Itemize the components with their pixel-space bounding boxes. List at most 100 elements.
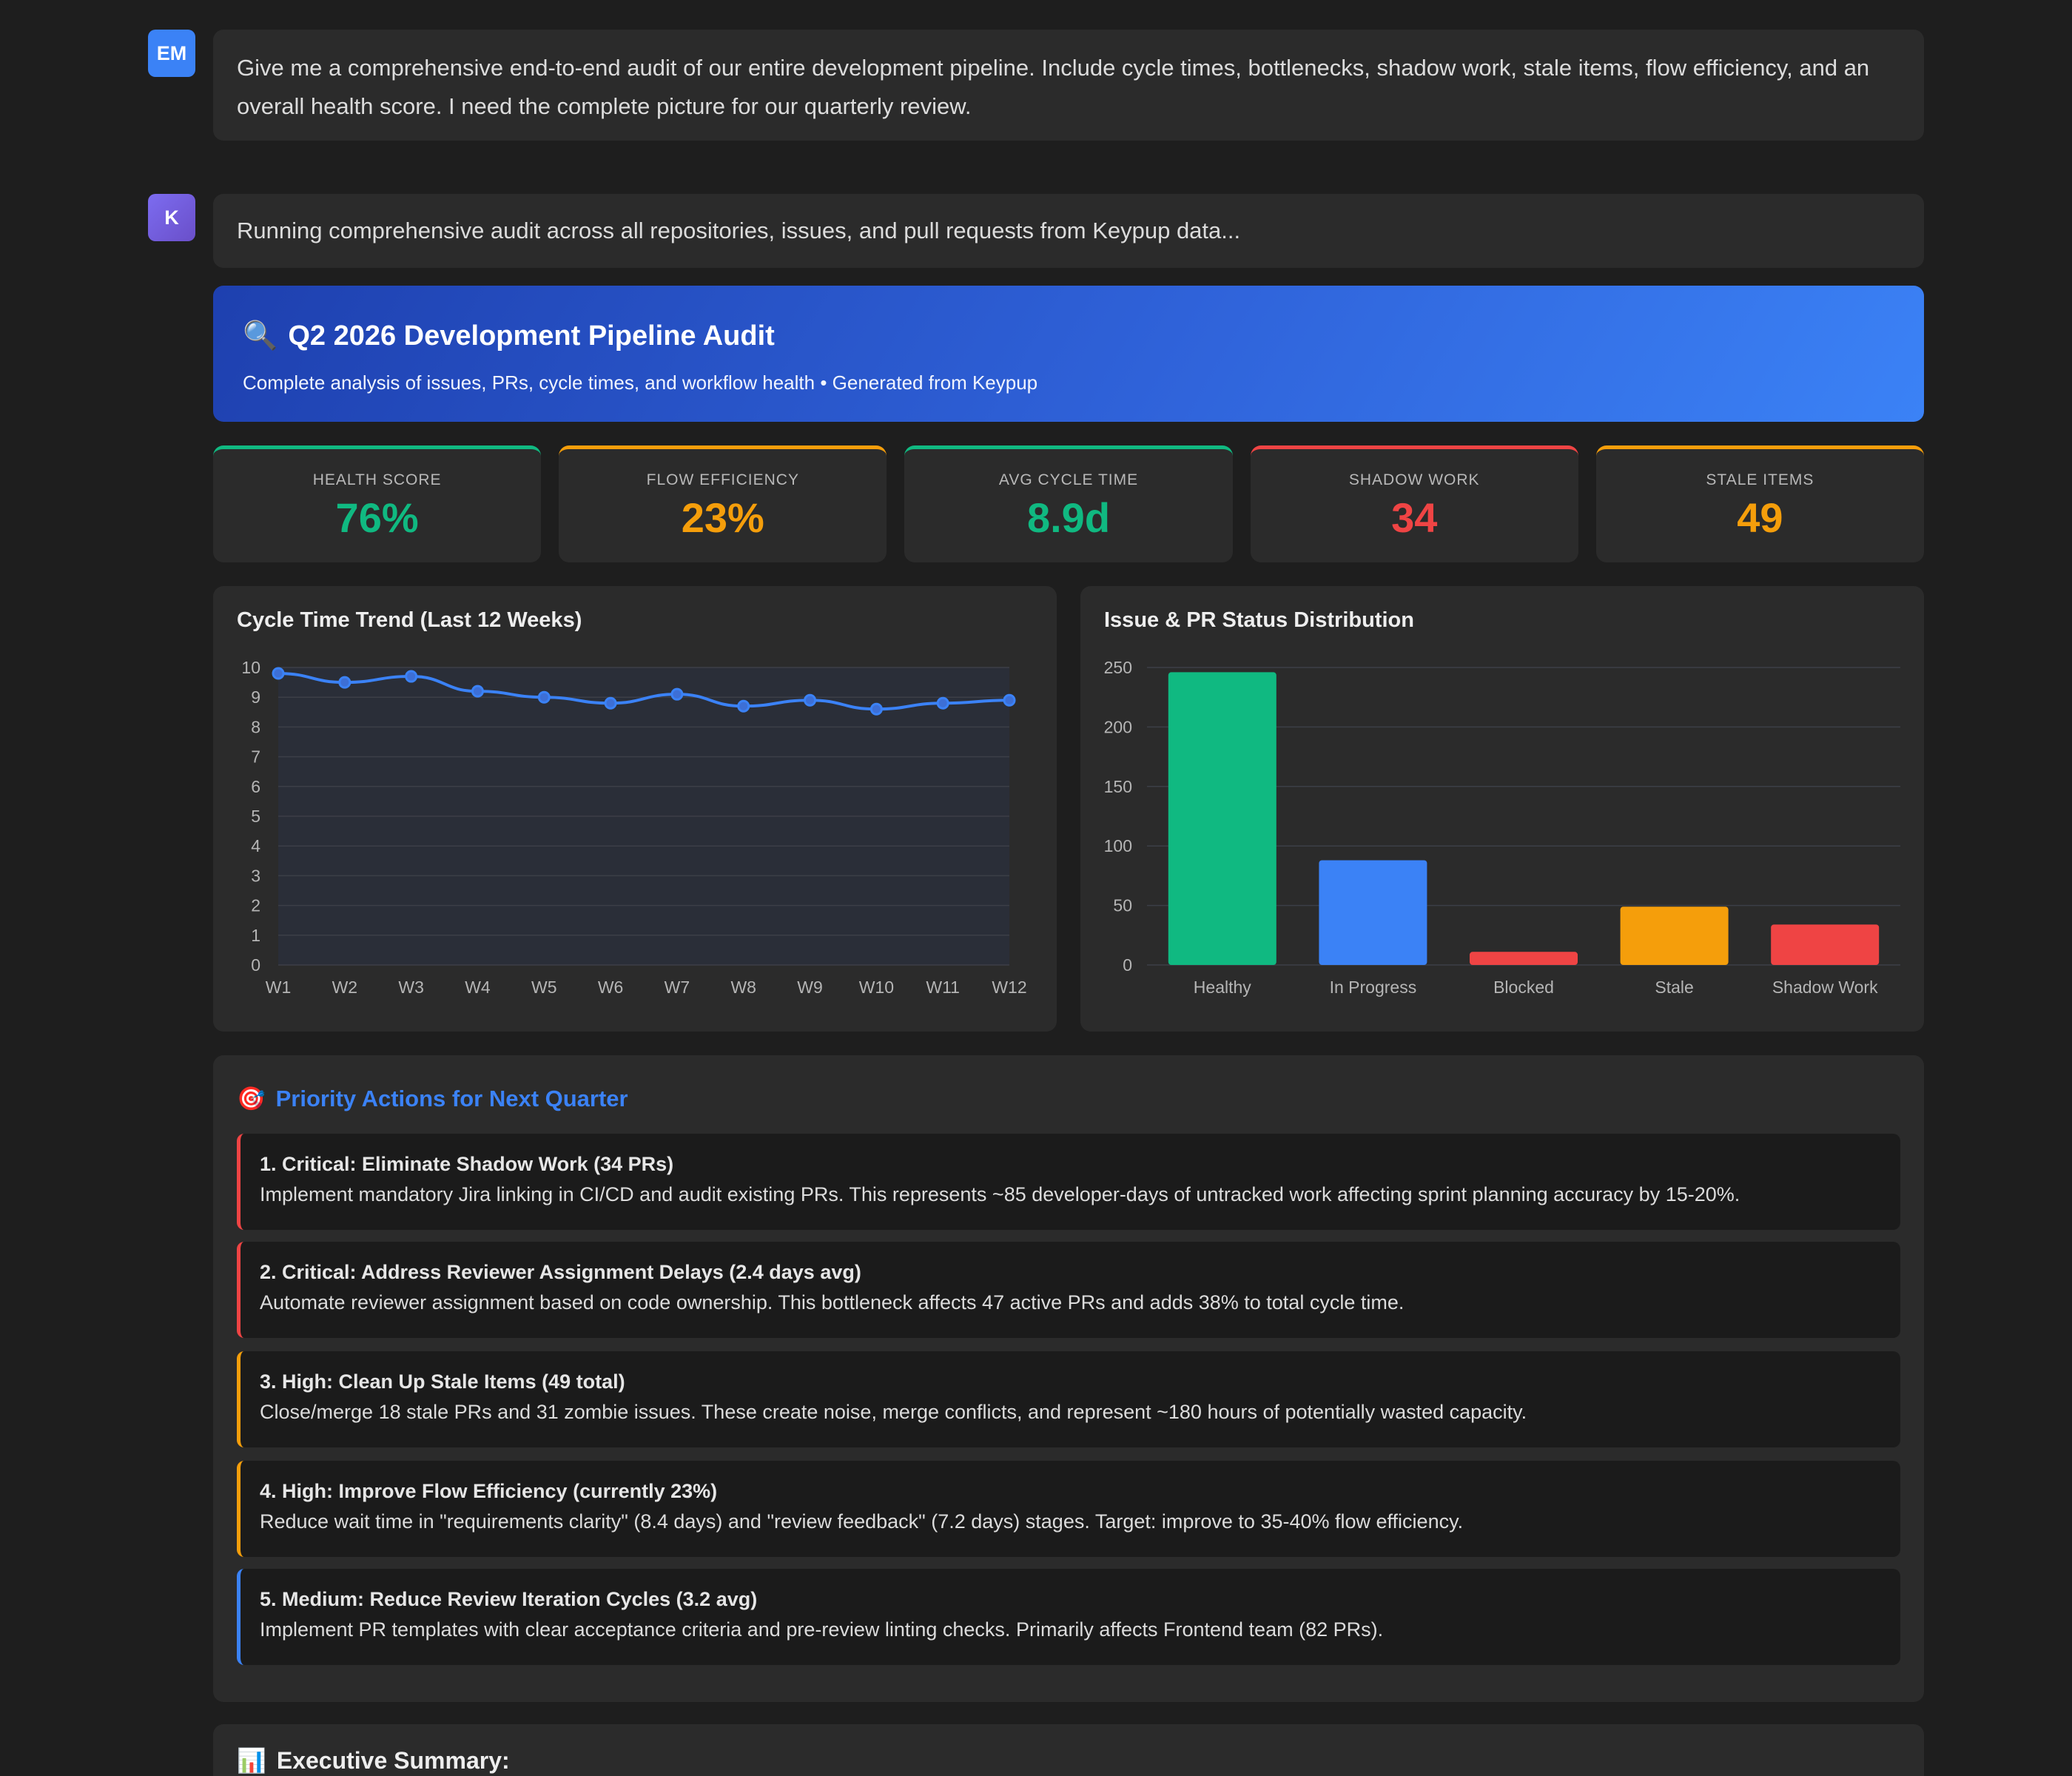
action-text: Implement PR templates with clear accept… [260,1618,1384,1641]
data-point [405,670,418,683]
kpi-value: 76% [335,494,419,541]
priority-actions-header: 🎯 Priority Actions for Next Quarter [237,1085,628,1112]
assistant-message: Running comprehensive audit across all r… [213,194,1924,268]
y-tick-label: 3 [251,866,260,885]
kpi-value: 23% [681,494,764,541]
audit-subtitle: Complete analysis of issues, PRs, cycle … [243,371,1038,394]
x-tick-label: W2 [332,978,358,997]
y-tick-label: 1 [251,926,260,945]
chart-title: Issue & PR Status Distribution [1104,608,1414,632]
data-point [737,699,750,713]
x-tick-label: Stale [1655,978,1693,997]
data-point [471,684,484,698]
x-tick-label: In Progress [1330,978,1417,997]
chart-title: Cycle Time Trend (Last 12 Weeks) [237,608,582,632]
executive-summary-title: Executive Summary: [276,1746,510,1774]
bar [1168,672,1276,965]
x-tick-label: W6 [598,978,624,997]
x-tick-label: W10 [859,978,894,997]
kpi-card-stale-items: STALE ITEMS 49 [1595,445,1925,562]
data-point [870,702,883,716]
status-distribution-bar-chart: 0 50 100 150 200 250 Healthy In Progress Blocked… [1104,658,1900,997]
x-tick-label: W12 [992,978,1026,997]
action-text: Close/merge 18 stale PRs and 31 zombie i… [260,1401,1527,1423]
executive-summary-header: 📊 Executive Summary: [237,1746,510,1775]
cycle-time-line-chart: 0 1 2 3 4 5 6 7 8 9 10 W1 W2 W3 W4 W5 W6 W7 W8 W9 W10 W11 W12 [241,658,1026,997]
y-tick-label: 5 [251,807,260,826]
data-point [604,696,617,710]
target-icon: 🎯 [237,1086,266,1111]
kpi-card-shadow-work: SHADOW WORK 34 [1250,445,1578,562]
kpi-label: AVG CYCLE TIME [998,471,1139,488]
x-tick-label: W11 [926,978,960,997]
x-tick-label: Blocked [1493,978,1554,997]
kpi-label: HEALTH SCORE [312,471,442,488]
audit-title-row: 🔍 Q2 2026 Development Pipeline Audit [243,320,1894,352]
x-tick-label: W5 [531,978,557,997]
action-title: 2. Critical: Address Reviewer Assignment… [260,1261,861,1283]
bar [1319,860,1427,965]
y-tick-label: 150 [1104,777,1132,796]
x-tick-label: W3 [398,978,424,997]
action-item: 2. Critical: Address Reviewer Assignment… [237,1242,1900,1338]
kpi-label: STALE ITEMS [1706,471,1814,488]
priority-actions-title: Priority Actions for Next Quarter [275,1085,628,1111]
bar-chart-icon: 📊 [237,1747,266,1774]
y-tick-label: 9 [251,687,260,707]
bar [1771,924,1880,965]
y-tick-label: 4 [251,836,260,855]
kpi-value: 34 [1391,494,1438,541]
action-text: Reduce wait time in "requirements clarit… [260,1510,1464,1533]
user-message: Give me a comprehensive end-to-end audit… [213,30,1924,141]
kpi-row: HEALTH SCORE 76% FLOW EFFICIENCY 23% AVG… [213,445,1925,562]
y-tick-label: 6 [251,777,260,796]
y-tick-label: 200 [1104,717,1132,736]
data-point [272,667,285,680]
x-tick-label: W4 [465,978,491,997]
data-point [1003,693,1016,707]
data-point [670,687,684,701]
y-tick-label: 8 [251,717,260,736]
y-tick-label: 50 [1113,896,1132,915]
y-tick-label: 10 [241,658,260,677]
y-tick-label: 2 [251,896,260,915]
kpi-value: 8.9d [1026,494,1111,541]
action-item: 4. High: Improve Flow Efficiency (curren… [237,1461,1900,1557]
kpi-value: 49 [1737,494,1783,541]
executive-summary-panel: 📊 Executive Summary: [213,1724,1924,1776]
x-tick-label: Healthy [1194,978,1251,997]
y-tick-label: 100 [1104,836,1132,855]
action-text: Automate reviewer assignment based on co… [260,1291,1405,1314]
x-tick-label: Shadow Work [1772,978,1878,997]
action-title: 4. High: Improve Flow Efficiency (curren… [260,1480,718,1502]
action-title: 5. Medium: Reduce Review Iteration Cycle… [260,1588,758,1610]
x-tick-label: W7 [665,978,690,997]
priority-actions-panel: 🎯 Priority Actions for Next Quarter 1. C… [213,1055,1924,1702]
magnifier-icon: 🔍 [243,320,278,352]
y-tick-label: 250 [1104,658,1132,677]
y-tick-label: 7 [251,747,260,767]
cycle-time-chart-panel: Cycle Time Trend (Last 12 Weeks) 0 1 2 3 4 5 6… [213,586,1057,1032]
action-item: 3. High: Clean Up Stale Items (49 total)… [237,1351,1900,1447]
kpi-card-flow-efficiency: FLOW EFFICIENCY 23% [559,445,887,562]
status-distribution-chart-panel: Issue & PR Status Distribution 0 50 100 150… [1080,586,1924,1032]
action-title: 3. High: Clean Up Stale Items (49 total) [260,1370,625,1393]
kpi-label: FLOW EFFICIENCY [646,471,799,488]
y-tick-label: 0 [251,955,260,975]
y-tick-label: 0 [1123,955,1132,975]
action-item: 1. Critical: Eliminate Shadow Work (34 P… [237,1134,1900,1230]
bar [1470,952,1578,965]
x-tick-label: W1 [266,978,292,997]
x-tick-label: W9 [797,978,823,997]
audit-header-banner: 🔍 Q2 2026 Development Pipeline Audit Com… [213,286,1924,422]
action-item: 5. Medium: Reduce Review Iteration Cycle… [237,1569,1900,1665]
kpi-card-avg-cycle-time: AVG CYCLE TIME 8.9d [904,445,1233,562]
user-avatar: EM [148,30,195,77]
kpi-label: SHADOW WORK [1348,471,1480,488]
bar [1620,906,1729,965]
kpi-card-health-score: HEALTH SCORE 76% [213,445,542,562]
action-title: 1. Critical: Eliminate Shadow Work (34 P… [260,1153,674,1175]
action-text: Implement mandatory Jira linking in CI/C… [260,1183,1740,1205]
data-point [537,690,551,704]
audit-title: Q2 2026 Development Pipeline Audit [288,320,775,352]
